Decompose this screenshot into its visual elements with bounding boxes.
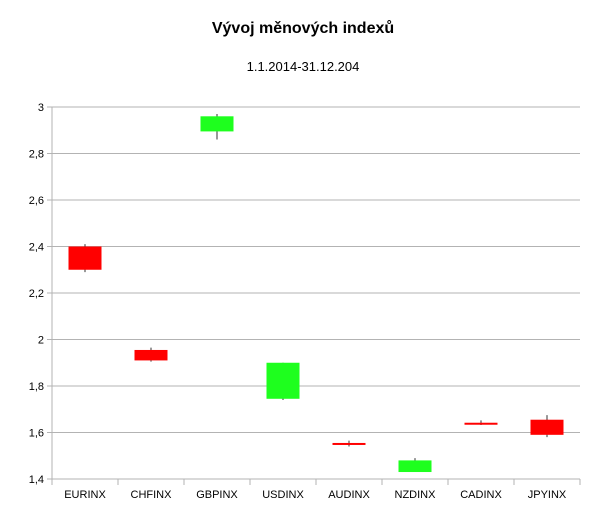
x-tick-label: GBPINX (196, 489, 238, 501)
candle-body-usdinx (266, 362, 300, 399)
candles (68, 113, 564, 473)
y-tick-label: 2,4 (29, 242, 44, 254)
y-axis: 1,4 1,6 1,8 2 2,2 2,4 2,6 2,8 3 (29, 102, 53, 486)
x-tick-label: NZDINX (395, 489, 437, 501)
x-tick-label: AUDINX (328, 489, 370, 501)
x-tick-label: EURINX (64, 489, 106, 501)
candle-body-gbpinx (200, 116, 234, 132)
y-tick-label: 2,2 (29, 288, 44, 300)
y-tick-label: 1,4 (29, 474, 44, 486)
x-tick-label: USDINX (262, 489, 304, 501)
candle-body-eurinx (68, 246, 102, 270)
y-tick-label: 2,6 (29, 195, 44, 207)
y-tick-label: 2,8 (29, 149, 44, 161)
x-tick-label: CADINX (460, 489, 502, 501)
candle-body-chfinx (134, 349, 168, 361)
y-tick-label: 2 (38, 335, 44, 347)
candle-body-cadinx (464, 422, 498, 425)
x-tick-label: CHFINX (131, 489, 173, 501)
candle-body-nzdinx (398, 460, 432, 473)
x-axis: EURINX CHFINX GBPINX USDINX AUDINX NZDINX CADI… (51, 478, 581, 501)
y-tick-label: 3 (38, 102, 44, 114)
x-tick-label: JPYINX (528, 489, 567, 501)
candle-body-audinx (332, 442, 366, 445)
candle-body-jpyinx (530, 419, 564, 435)
gridlines (52, 106, 580, 480)
y-tick-label: 1,6 (29, 428, 44, 440)
chart-title: Vývoj měnových indexů (211, 20, 395, 37)
chart-subtitle: 1.1.2014-31.12.204 (246, 59, 360, 74)
y-tick-label: 1,8 (29, 381, 44, 393)
